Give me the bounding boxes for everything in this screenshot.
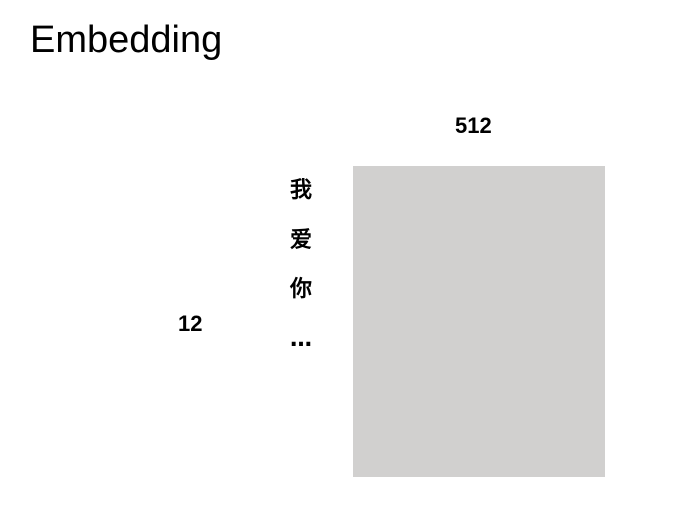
embedding-dimension-label: 512 — [455, 113, 492, 138]
token-item: 你 — [290, 277, 313, 302]
embedding-matrix — [353, 166, 605, 477]
token-item: 爱 — [290, 227, 313, 253]
token-list: 我 爱 你 … — [290, 176, 322, 374]
sequence-length-label: 12 — [178, 311, 203, 336]
diagram-title: Embedding — [30, 19, 223, 61]
token-ellipsis: … — [290, 326, 312, 352]
token-item: 我 — [290, 178, 313, 203]
